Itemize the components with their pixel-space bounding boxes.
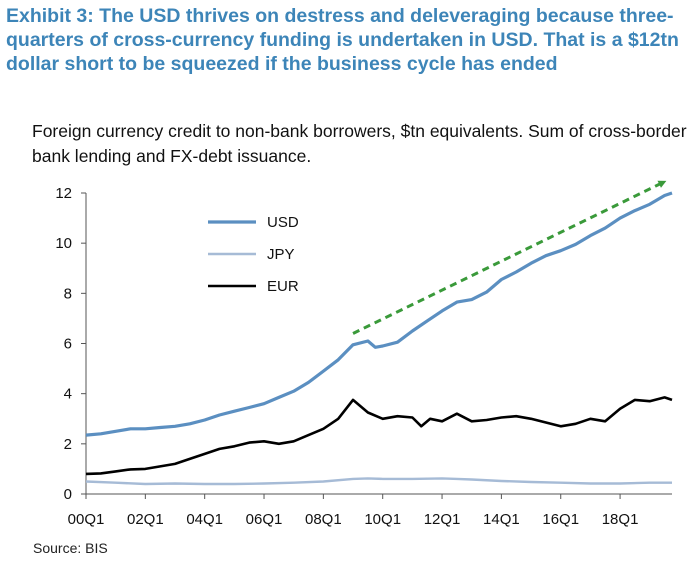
chart-title: Exhibit 3: The USD thrives on destress a… bbox=[6, 5, 679, 75]
y-tick-label: 12 bbox=[55, 185, 72, 202]
series-line-usd bbox=[85, 191, 673, 437]
series-line-jpy bbox=[85, 477, 672, 486]
y-tick-label: 6 bbox=[64, 336, 72, 353]
legend-label-jpy: JPY bbox=[267, 246, 295, 263]
y-tick-label: 0 bbox=[64, 486, 72, 503]
legend-label-usd: USD bbox=[267, 214, 299, 231]
x-tick-label: 04Q1 bbox=[186, 511, 223, 528]
source-note: Source: BIS bbox=[33, 540, 108, 556]
legend-label-eur: EUR bbox=[267, 278, 299, 295]
x-tick-label: 14Q1 bbox=[483, 511, 520, 528]
x-tick-label: 18Q1 bbox=[602, 511, 639, 528]
y-tick-label: 8 bbox=[64, 285, 72, 302]
x-tick-label: 16Q1 bbox=[542, 511, 579, 528]
chart-legend: USD JPY EUR bbox=[208, 214, 299, 295]
x-tick-label: 12Q1 bbox=[424, 511, 461, 528]
chart-subtitle: Foreign currency credit to non-bank borr… bbox=[32, 121, 687, 166]
y-tick-label: 4 bbox=[64, 386, 72, 403]
y-tick-label: 2 bbox=[64, 436, 72, 453]
x-tick-label: 02Q1 bbox=[127, 511, 164, 528]
x-tick-label: 06Q1 bbox=[246, 511, 283, 528]
x-tick-label: 10Q1 bbox=[364, 511, 401, 528]
x-tick-label: 08Q1 bbox=[305, 511, 342, 528]
chart-series bbox=[85, 191, 673, 486]
x-tick-label: 00Q1 bbox=[68, 511, 105, 528]
trend-annotation bbox=[352, 180, 667, 335]
trend-arrow bbox=[352, 180, 667, 335]
series-line-eur bbox=[85, 396, 673, 476]
y-tick-label: 10 bbox=[55, 235, 72, 252]
chart-axes: 0 2 4 6 8 10 12 00Q1 02Q1 04Q1 06Q1 08Q1 10Q1 12Q1 14Q… bbox=[55, 185, 672, 528]
